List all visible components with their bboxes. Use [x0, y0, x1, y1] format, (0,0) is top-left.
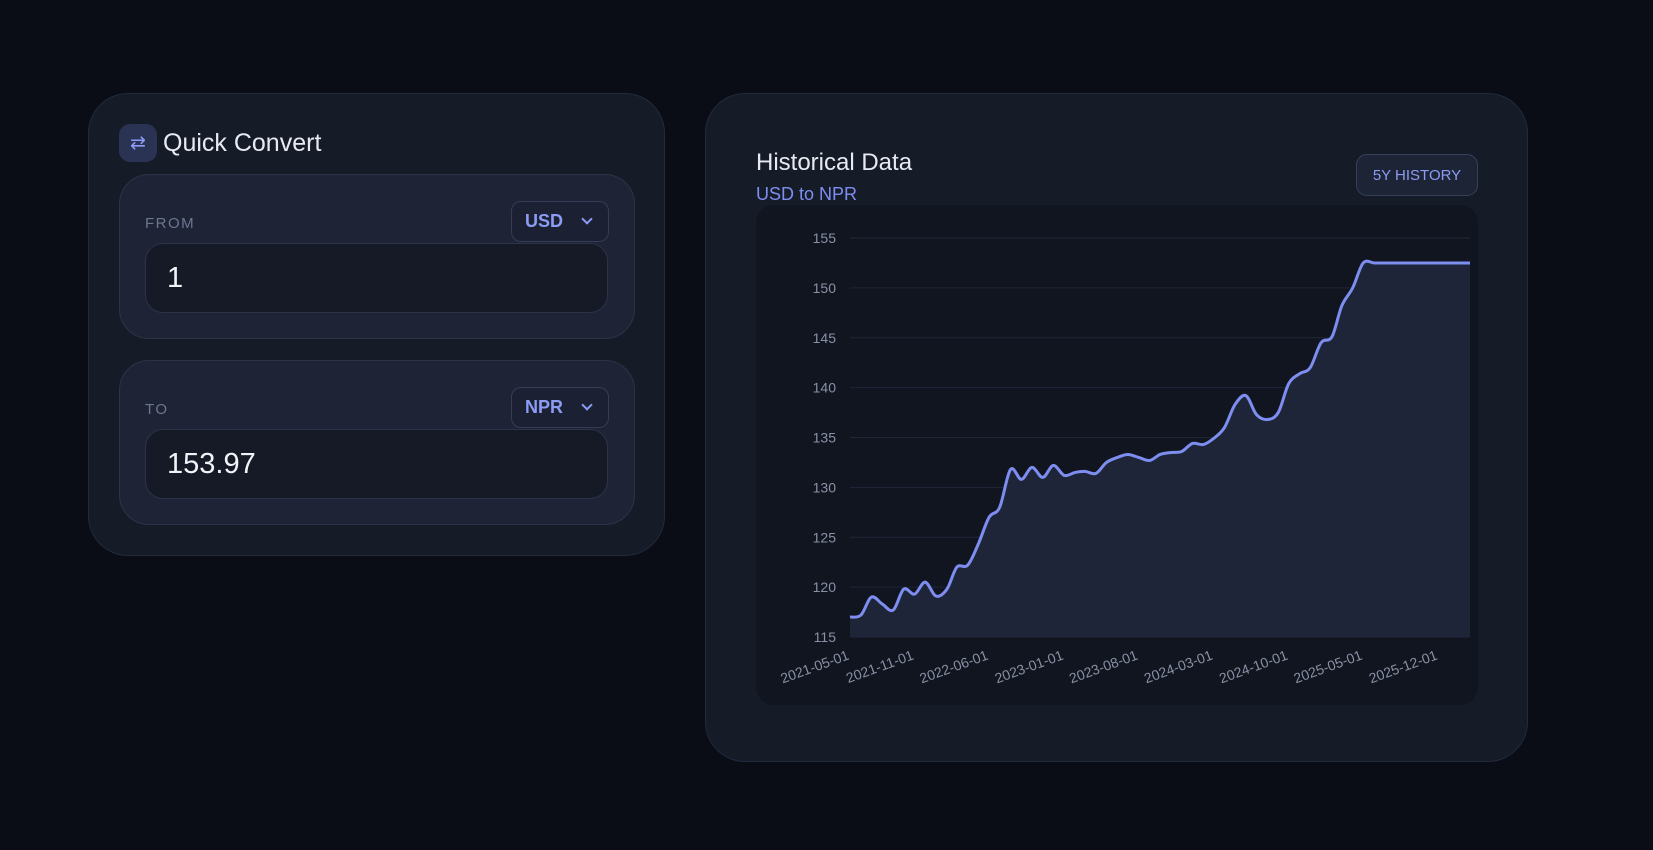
chart-title: Historical Data [756, 149, 913, 176]
swap-arrows-icon[interactable]: ⇄ [119, 124, 157, 162]
x-tick-label: 2025-12-01 [1367, 647, 1440, 687]
y-tick-label: 155 [813, 230, 837, 246]
history-range-button[interactable]: 5Y HISTORY [1356, 154, 1478, 196]
x-tick-label: 2022-06-01 [917, 647, 990, 687]
y-tick-label: 135 [813, 430, 837, 446]
x-tick-label: 2023-01-01 [993, 647, 1066, 687]
to-currency-value: NPR [525, 397, 564, 417]
quick-convert-title: Quick Convert [163, 128, 322, 157]
to-currency-select[interactable]: NPR [511, 387, 609, 428]
series-line [849, 259, 1470, 619]
x-tick-label: 2024-03-01 [1142, 647, 1215, 687]
chevron-down-icon [581, 213, 593, 225]
x-tick-label: 2021-05-01 [778, 647, 851, 687]
quick-convert-card: ⇄ Quick Convert FROM USD 1 TO NPR 153.97 [88, 93, 665, 556]
chevron-down-icon [581, 399, 593, 411]
y-tick-label: 115 [814, 629, 837, 645]
to-label: TO [145, 401, 169, 418]
rate-history-chart: 1151201251301351401451501552021-05-01202… [778, 230, 1470, 687]
x-tick-label: 2021-11-01 [844, 647, 916, 686]
y-tick-label: 130 [813, 479, 837, 495]
x-tick-label: 2025-05-01 [1291, 647, 1364, 687]
series-area-fill [850, 261, 1470, 637]
quick-convert-header: ⇄ Quick Convert [119, 124, 321, 162]
x-tick-label: 2024-10-01 [1217, 647, 1290, 687]
chart-area: 115 120 125 130 135 140 145 150 155 2021-05-01 202… [756, 205, 1478, 705]
from-currency-value: USD [525, 211, 564, 231]
to-panel: TO NPR 153.97 [119, 360, 635, 525]
x-tick-label: 2023-08-01 [1067, 647, 1140, 687]
from-amount-input[interactable]: 1 [145, 243, 608, 313]
y-tick-label: 120 [813, 579, 837, 595]
from-currency-select[interactable]: USD [511, 201, 609, 242]
y-tick-label: 140 [813, 380, 837, 396]
historical-data-card: Historical Data USD to NPR 5Y HISTORY 11… [705, 93, 1528, 762]
from-panel: FROM USD 1 [119, 174, 635, 339]
to-amount-field[interactable]: 153.97 [145, 429, 608, 499]
y-tick-label: 125 [813, 529, 837, 545]
from-label: FROM [145, 215, 196, 232]
y-tick-label: 145 [813, 330, 837, 346]
chart-subtitle: USD to NPR [756, 184, 858, 204]
y-tick-label: 150 [813, 280, 837, 296]
